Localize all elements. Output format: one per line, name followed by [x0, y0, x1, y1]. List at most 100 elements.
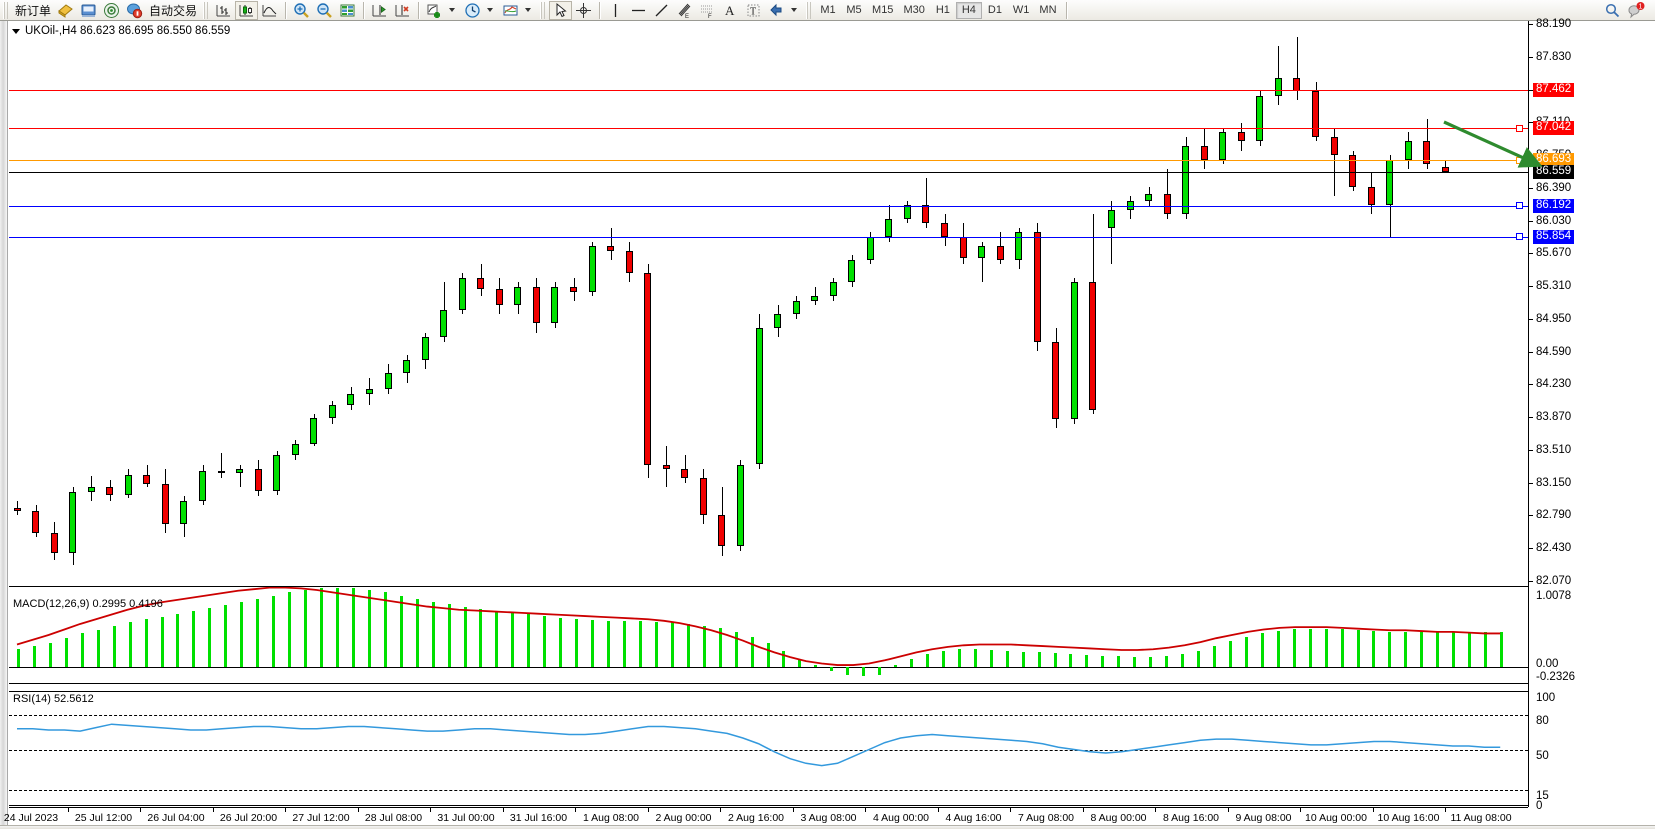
down-trend-arrow[interactable] — [1440, 116, 1550, 176]
macd-histogram-bar — [1181, 653, 1184, 667]
price-level-line-resistance-1[interactable] — [9, 128, 1528, 130]
price-tag-current-price[interactable]: 86.559 — [1533, 165, 1575, 180]
macd-zero-line — [9, 666, 1528, 668]
new-order-button[interactable]: 新订单 — [12, 1, 54, 20]
notifications-button[interactable]: 1 — [1624, 1, 1649, 20]
text-label-tool-button[interactable]: T — [742, 1, 765, 20]
timeframe-w1-button[interactable]: W1 — [1012, 4, 1030, 16]
price-tag-resistance-2[interactable]: 87.462 — [1533, 83, 1575, 98]
timeframe-group: M1 M5 M15 M30 H1 H4 D1 W1 MN — [815, 1, 1061, 19]
arrows-tool-button[interactable] — [765, 1, 803, 20]
chevron-down-icon[interactable] — [525, 8, 532, 12]
expert-advisor-button[interactable] — [54, 1, 77, 20]
navigator-button[interactable] — [100, 1, 123, 20]
trendline-tool-button[interactable] — [650, 1, 673, 20]
templates-button[interactable] — [499, 1, 537, 20]
chart-grid-button[interactable] — [336, 1, 359, 20]
chevron-down-icon[interactable] — [487, 8, 494, 12]
price-tick — [1529, 122, 1533, 123]
time-tick-label: 26 Jul 04:00 — [147, 812, 205, 824]
time-tick-label: 24 Jul 2023 — [3, 812, 59, 824]
candle-body — [1182, 145, 1189, 215]
fibonacci-tool-button[interactable]: F — [696, 1, 719, 20]
grid-icon — [339, 2, 356, 19]
line-chart-button[interactable] — [258, 1, 281, 20]
price-tick-label: 86.390 — [1536, 181, 1572, 194]
macd-histogram-bar — [1149, 657, 1152, 667]
rsi-label: RSI(14) 52.5612 — [13, 693, 94, 705]
chevron-down-icon[interactable] — [791, 8, 798, 12]
price-level-line-support-2[interactable] — [9, 236, 1528, 238]
auto-scroll-button[interactable] — [391, 1, 414, 20]
market-watch-button[interactable] — [123, 1, 146, 20]
macd-histogram-bar — [830, 666, 833, 672]
rsi-pane[interactable] — [9, 691, 1528, 806]
candle-body — [199, 470, 206, 501]
candle-body — [1015, 232, 1022, 260]
price-level-handle-resistance-1[interactable] — [1516, 124, 1523, 132]
price-tag-resistance-1[interactable]: 87.042 — [1533, 121, 1575, 136]
macd-histogram-bar — [416, 598, 419, 667]
macd-pane[interactable] — [9, 586, 1528, 684]
chart-shift-button[interactable] — [368, 1, 391, 20]
price-level-handle-support-2[interactable] — [1516, 233, 1523, 241]
price-axis[interactable]: 88.19087.83087.47087.11086.75086.39086.0… — [1529, 18, 1655, 812]
equidistant-channel-tool-button[interactable]: E — [673, 1, 696, 20]
price-tick — [1529, 221, 1533, 222]
timeframe-d1-button[interactable]: D1 — [987, 4, 1002, 16]
price-level-line-support-1[interactable] — [9, 205, 1528, 207]
price-level-line-pivot[interactable] — [9, 160, 1528, 162]
vertical-line-tool-button[interactable] — [604, 1, 627, 20]
chevron-down-icon[interactable] — [449, 8, 456, 12]
time-tick — [140, 808, 141, 812]
terminal-button[interactable] — [77, 1, 100, 20]
timeframe-mn-button[interactable]: MN — [1039, 4, 1057, 16]
price-level-line-resistance-2[interactable] — [9, 90, 1528, 92]
price-tag-support-1[interactable]: 86.192 — [1533, 198, 1575, 213]
chart-menu-caret-icon[interactable] — [12, 28, 20, 34]
zoom-in-button[interactable] — [290, 1, 313, 20]
time-tick-label: 11 Aug 08:00 — [1450, 812, 1512, 824]
candle-body — [1071, 282, 1078, 419]
timeframe-m15-button[interactable]: M15 — [872, 4, 894, 16]
price-pane[interactable] — [9, 24, 1528, 581]
toolbar-grip-3[interactable] — [540, 1, 547, 19]
price-tick-label: 86.030 — [1536, 214, 1572, 227]
candlestick-chart-button[interactable] — [235, 0, 259, 20]
macd-histogram-bar — [1372, 631, 1375, 667]
macd-histogram-bar — [1341, 629, 1344, 667]
price-level-line-current-price[interactable] — [9, 172, 1528, 174]
time-tick — [1083, 808, 1084, 812]
candle-body — [1423, 141, 1430, 165]
cursor-tool-button[interactable] — [549, 0, 573, 20]
time-axis[interactable]: 24 Jul 2023 25 Jul 12:00 26 Jul 04:00 26 Ju… — [4, 807, 1528, 829]
chart-left-scroll-rail[interactable] — [0, 21, 8, 829]
chart-window: UKOil-,H4 86.623 86.695 86.550 86.559 MA… — [0, 18, 1655, 829]
timeframe-m30-button[interactable]: M30 — [903, 4, 925, 16]
price-tag-support-2[interactable]: 85.854 — [1533, 229, 1575, 244]
toolbar-grip-4[interactable] — [806, 1, 813, 19]
time-tick — [648, 808, 649, 812]
macd-histogram-bar — [1484, 631, 1487, 667]
timeframe-h1-button[interactable]: H1 — [935, 4, 950, 16]
price-tick — [1529, 286, 1533, 287]
toolbar-grip-2[interactable] — [203, 1, 210, 19]
search-button[interactable] — [1601, 1, 1624, 20]
timeframe-m5-button[interactable]: M5 — [846, 4, 862, 16]
zoom-out-button[interactable] — [313, 1, 336, 20]
rsi-line — [17, 723, 1501, 767]
period-separator-button[interactable] — [461, 1, 499, 20]
bar-chart-button[interactable] — [212, 1, 235, 20]
text-tool-button[interactable]: A — [719, 1, 742, 20]
add-indicator-button[interactable] — [423, 1, 461, 20]
crosshair-tool-button[interactable] — [572, 1, 595, 20]
price-tag-pivot[interactable]: 86.693 — [1533, 153, 1575, 168]
price-level-handle-support-1[interactable] — [1516, 202, 1523, 210]
macd-histogram-bar — [910, 658, 913, 667]
rsi-axis-label-80: 80 — [1536, 715, 1549, 727]
autotrading-button[interactable]: 自动交易 — [146, 1, 200, 20]
timeframe-h4-button[interactable]: H4 — [955, 1, 982, 19]
toolbar-grip-1[interactable] — [3, 1, 9, 19]
timeframe-m1-button[interactable]: M1 — [820, 4, 836, 16]
horizontal-line-tool-button[interactable] — [627, 1, 650, 20]
